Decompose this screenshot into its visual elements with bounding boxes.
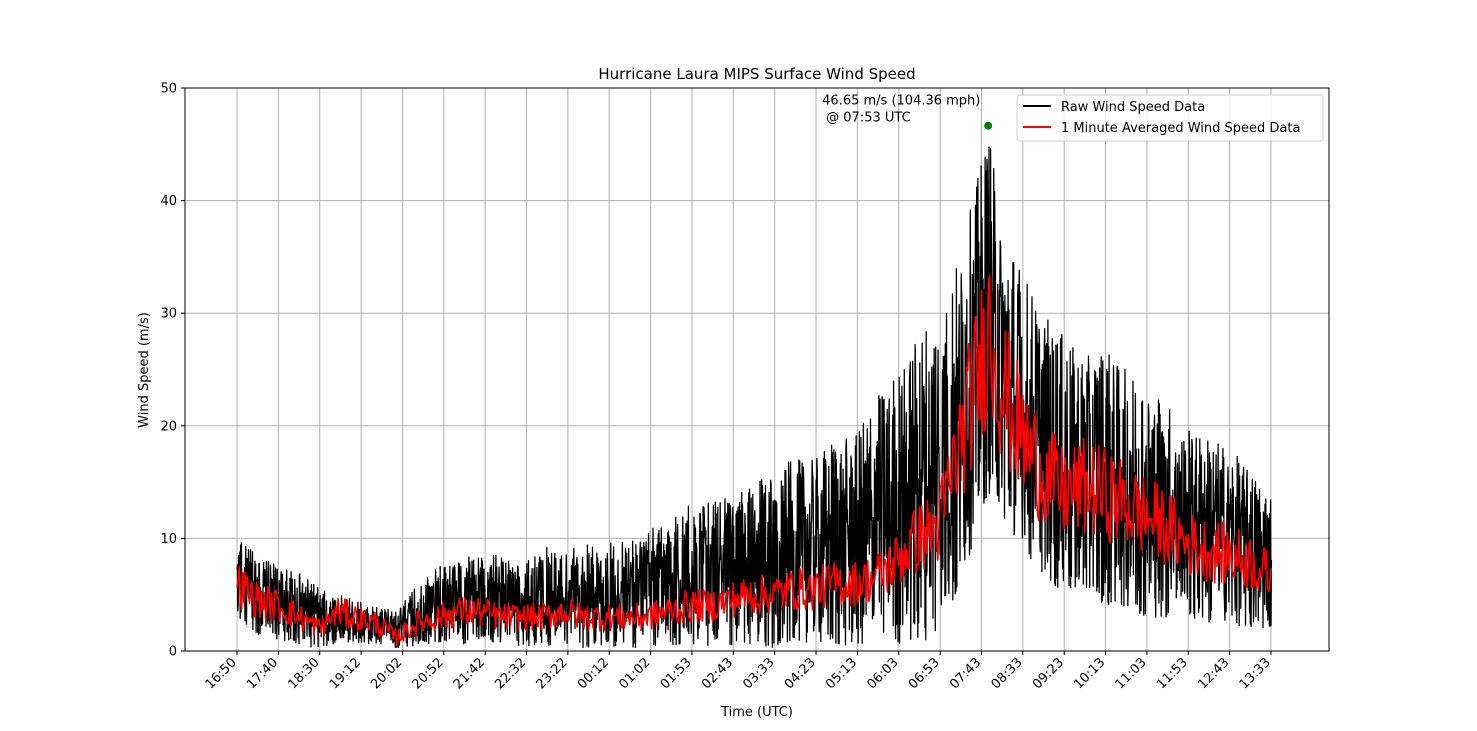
x-tick-label: 11:03 [1113,655,1150,692]
raw-wind-series [236,146,1273,649]
y-axis-label: Wind Speed (m/s) [137,312,152,428]
peak-annotation-line2: @ 07:53 UTC [826,111,911,126]
legend-box [1016,94,1324,142]
x-tick-label: 17:40 [244,655,281,692]
x-tick-label: 12:43 [1195,655,1232,692]
peak-annotation-line1: 46.65 m/s (104.36 mph) [822,94,980,109]
x-tick-label: 18:30 [285,655,322,692]
y-axis-ticks: 0 10 20 30 40 50 [160,82,185,660]
x-tick-label: 22:32 [492,655,529,692]
y-tick-label: 0 [169,645,177,660]
x-tick-label: 07:43 [947,655,984,692]
x-tick-label: 13:33 [1237,655,1274,692]
x-tick-label: 00:12 [575,655,612,692]
x-tick-label: 20:52 [410,655,447,692]
x-tick-label: 19:12 [327,655,364,692]
peak-marker [984,121,993,130]
plot-frame [184,87,1330,652]
x-tick-label: 08:33 [989,655,1026,692]
x-tick-label: 02:43 [699,655,736,692]
y-tick-label: 40 [160,194,177,209]
raw-wind-line [236,146,1273,649]
x-tick-label: 03:33 [740,655,777,692]
x-tick-label: 05:13 [823,655,860,692]
x-tick-label: 06:53 [906,655,943,692]
chart-title: Hurricane Laura MIPS Surface Wind Speed [598,65,915,83]
x-tick-label: 21:42 [451,655,488,692]
legend: Raw Wind Speed Data 1 Minute Averaged Wi… [1016,94,1324,142]
x-tick-label: 01:02 [616,655,653,692]
averaged-wind-line [236,274,1272,646]
x-tick-label: 20:02 [368,655,405,692]
legend-label-raw: Raw Wind Speed Data [1061,100,1205,115]
y-tick-label: 20 [160,419,177,434]
x-tick-label: 10:13 [1071,655,1108,692]
legend-label-avg: 1 Minute Averaged Wind Speed Data [1061,121,1300,136]
x-tick-label: 16:50 [203,655,240,692]
y-tick-label: 50 [160,82,177,97]
averaged-wind-series [236,274,1272,646]
y-tick-label: 30 [160,307,177,322]
y-tick-label: 10 [160,532,177,547]
x-tick-label: 09:23 [1030,655,1067,692]
x-tick-label: 06:03 [864,655,901,692]
x-tick-label: 23:22 [534,655,571,692]
x-tick-label: 04:23 [782,655,819,692]
x-axis-label: Time (UTC) [720,705,793,720]
x-axis-ticks: 16:50 17:40 18:30 19:12 20:02 20:52 21:42 22:32… [203,651,1274,692]
x-tick-label: 01:53 [658,655,695,692]
x-tick-label: 11:53 [1154,655,1191,692]
